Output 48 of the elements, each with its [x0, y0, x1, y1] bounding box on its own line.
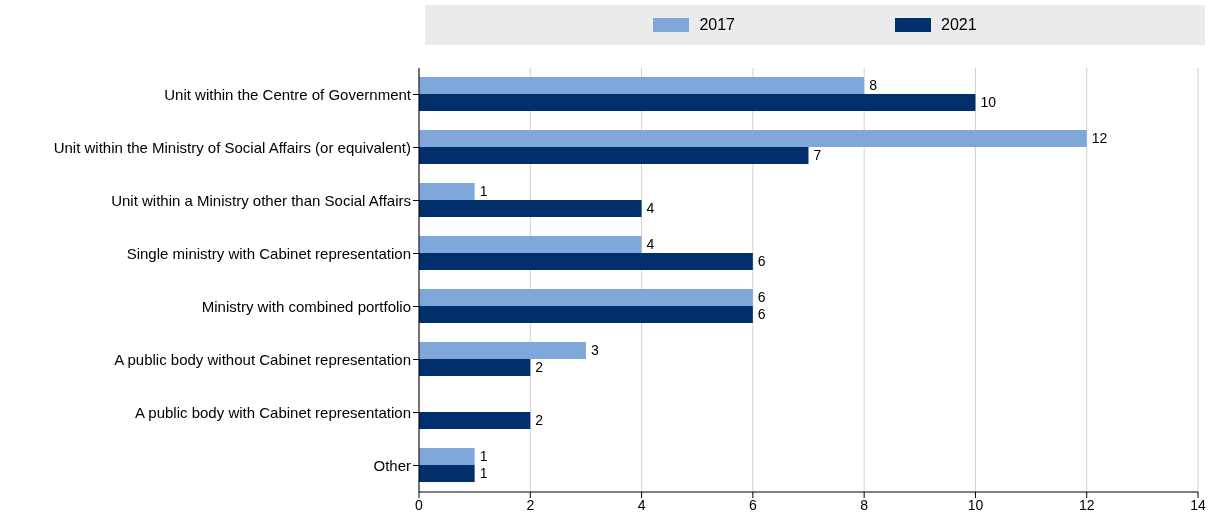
data-label: 10	[980, 94, 997, 111]
bar	[419, 183, 475, 201]
bar	[419, 448, 475, 466]
bar	[419, 200, 642, 218]
data-label: 4	[646, 200, 655, 217]
y-tick-label: A public body without Cabinet representation	[114, 350, 411, 368]
data-label: 1	[479, 183, 488, 200]
legend-label: 2017	[699, 16, 735, 34]
y-tick-label: Other	[373, 456, 411, 474]
bar	[419, 236, 642, 254]
bar	[419, 253, 753, 271]
y-tick-label: A public body with Cabinet representation	[134, 403, 411, 421]
data-label: 6	[757, 306, 766, 323]
bar	[419, 465, 475, 483]
bar	[419, 289, 753, 307]
data-label: 6	[757, 253, 766, 270]
x-tick-label: 4	[637, 496, 646, 513]
x-tick-label: 6	[748, 496, 757, 513]
data-label: 7	[813, 147, 822, 164]
bar	[419, 306, 753, 324]
data-label: 8	[869, 77, 878, 94]
bar	[419, 77, 865, 95]
y-tick-label: Unit within a Ministry other than Social Affairs	[111, 191, 411, 209]
bar	[419, 94, 976, 112]
bar	[419, 130, 1087, 148]
bar	[419, 147, 809, 165]
data-label: 1	[479, 465, 488, 482]
y-tick-label: Unit within the Ministry of Social Affairs (or equivalent)	[53, 138, 411, 156]
bar	[419, 412, 531, 430]
data-label: 1	[479, 448, 488, 465]
x-tick-label: 12	[1078, 496, 1095, 513]
data-label: 2	[535, 412, 544, 429]
legend-label: 2021	[941, 16, 977, 34]
x-tick-label: 2	[526, 496, 535, 513]
y-tick-label: Unit within the Centre of Government	[164, 85, 412, 103]
x-tick-label: 8	[860, 496, 869, 513]
x-tick-label: 14	[1190, 496, 1206, 513]
data-label: 6	[757, 289, 766, 306]
bar	[419, 359, 531, 377]
y-tick-label: Ministry with combined portfolio	[201, 297, 411, 315]
data-label: 3	[590, 342, 599, 359]
x-tick-label: 0	[415, 496, 424, 513]
x-tick-label: 10	[967, 496, 984, 513]
data-label: 12	[1091, 130, 1108, 147]
data-label: 4	[646, 236, 655, 253]
y-tick-label: Single ministry with Cabinet representation	[126, 244, 411, 262]
bar	[419, 342, 586, 360]
data-label: 2	[535, 359, 544, 376]
